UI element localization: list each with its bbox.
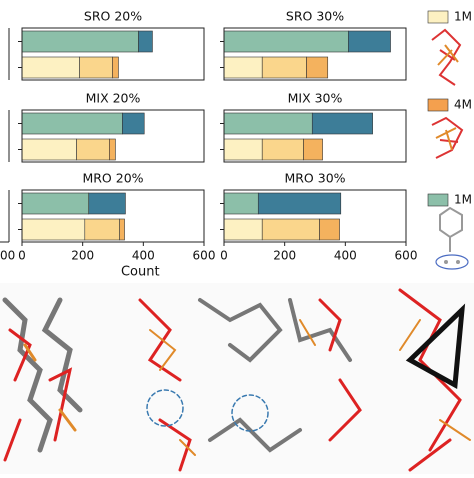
axes-frame	[21, 109, 205, 163]
bar-segment	[223, 138, 263, 161]
x-tick-label: 200	[71, 249, 94, 263]
bar-segment	[112, 56, 119, 79]
bar-segment	[223, 218, 263, 241]
legend-swatch	[427, 98, 449, 112]
bar-segment	[21, 138, 77, 161]
x-tick-label: 0	[18, 249, 26, 263]
subplot-title: MRO 20%	[82, 171, 143, 186]
bar-segment	[21, 218, 86, 241]
subplot-title: SRO 20%	[84, 9, 142, 24]
bar-segment	[79, 56, 113, 79]
subplot-title: MRO 30%	[284, 171, 345, 186]
legend-swatch	[427, 10, 449, 24]
bar-segment	[122, 112, 145, 135]
bar-segment	[21, 112, 123, 135]
bar-segment	[311, 112, 373, 135]
subplot-title: MIX 30%	[288, 91, 343, 106]
molecule-thumbnails	[431, 28, 469, 270]
subplot-title: MIX 20%	[86, 91, 141, 106]
axes-frame	[223, 109, 407, 163]
x-tick-label: 400	[334, 249, 357, 263]
legend-label: 1M	[454, 10, 472, 24]
bar-segment	[261, 138, 304, 161]
bar-segment	[21, 30, 139, 53]
bar-segment	[261, 218, 320, 241]
legend-label: 1M	[454, 193, 472, 207]
x-tick-label: 200	[273, 249, 296, 263]
axes-frame	[223, 189, 407, 243]
bar-segment	[223, 192, 259, 215]
bar-segment	[119, 218, 125, 241]
bar-segment	[223, 112, 313, 135]
structure-images	[0, 283, 474, 474]
x-axis-label: Count	[121, 265, 160, 280]
bar-segment	[88, 192, 126, 215]
bar-segment	[303, 138, 323, 161]
bar-segment	[109, 138, 116, 161]
x-tick-label: 600	[193, 249, 216, 263]
cropped-axes	[0, 28, 10, 243]
bar-segment	[223, 56, 263, 79]
bar-segment	[21, 56, 80, 79]
bar-segment	[21, 192, 90, 215]
bar-segment	[261, 56, 307, 79]
axes-frame	[223, 27, 407, 81]
legend-swatch	[427, 193, 449, 207]
bar-segment	[319, 218, 340, 241]
x-tick-label: 0	[220, 249, 228, 263]
bar-segment	[223, 30, 349, 53]
bar-segment	[257, 192, 342, 215]
subplot-title: SRO 30%	[286, 9, 344, 24]
axes-frame	[21, 189, 205, 243]
bar-segment	[84, 218, 120, 241]
x-tick-label: 400	[132, 249, 155, 263]
cropped-tick: 00	[0, 249, 15, 263]
bar-segment	[306, 56, 329, 79]
bar-segment	[348, 30, 391, 53]
bar-segment	[76, 138, 110, 161]
bar-segment	[138, 30, 153, 53]
x-tick-label: 600	[395, 249, 418, 263]
axes-frame	[21, 27, 205, 81]
legend-label: 4M	[454, 98, 472, 112]
